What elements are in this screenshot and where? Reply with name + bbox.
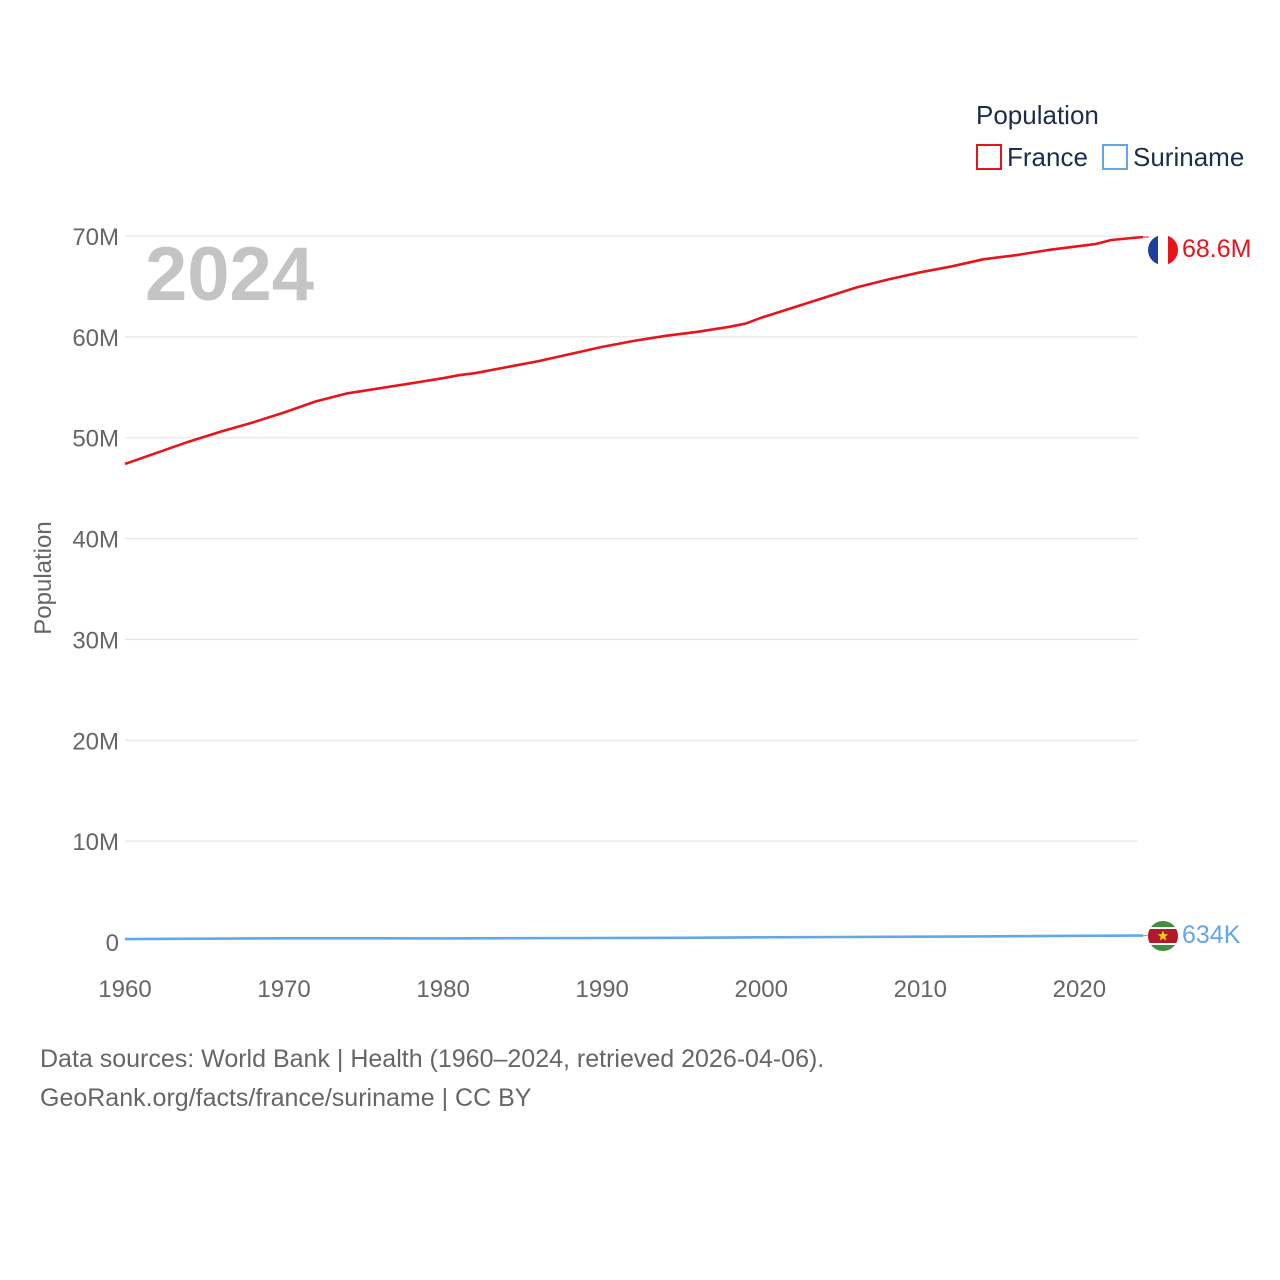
y-axis-ticks: 0 10M 20M 30M 40M 50M 60M 70M [72,224,119,957]
y-tick-label: 10M [72,829,119,856]
y-tick-label: 50M [72,426,119,453]
y-tick-label: 70M [72,224,119,251]
y-tick-label: 40M [72,527,119,554]
legend-item-suriname[interactable]: Suriname [1102,142,1244,172]
footer-url-line: GeoRank.org/facts/france/suriname | CC B… [40,1084,532,1112]
france-flag-icon [1148,235,1178,265]
footer-source-line: Data sources: World Bank | Health (1960–… [40,1045,825,1073]
y-tick-label: 30M [72,627,119,654]
x-tick-label: 1990 [575,976,628,1003]
suriname-end-label: 634K [1182,921,1241,949]
population-line-chart: 0 10M 20M 30M 40M 50M 60M 70M 1960 1970 1980 1990 2… [30,100,1251,1003]
france-end-label: 68.6M [1182,235,1251,263]
year-label: 2024 [145,232,314,317]
legend-swatch-france [976,144,1002,170]
legend-title: Population [976,100,1099,130]
legend-label-france: France [1007,142,1088,172]
y-tick-label: 60M [72,325,119,352]
x-tick-label: 2000 [735,976,788,1003]
x-tick-label: 1980 [416,976,469,1003]
y-tick-label: 20M [72,728,119,755]
series-lines [124,235,1149,941]
legend-label-suriname: Suriname [1133,142,1244,172]
x-tick-label: 2020 [1053,976,1106,1003]
x-tick-label: 1960 [98,976,151,1003]
legend: Population France Suriname [976,100,1244,172]
legend-item-france[interactable]: France [976,142,1088,172]
suriname-flag-icon [1148,921,1178,951]
series-line-france[interactable] [124,235,1144,466]
x-tick-label: 2010 [894,976,947,1003]
grid-lines [125,235,1138,842]
x-axis-ticks: 1960 1970 1980 1990 2000 2010 2020 [98,976,1106,1003]
y-axis-title: Population [30,521,57,634]
legend-swatch-suriname [1102,144,1128,170]
x-tick-label: 1970 [257,976,310,1003]
series-line-suriname[interactable] [124,934,1144,941]
y-tick-label: 0 [106,930,119,957]
